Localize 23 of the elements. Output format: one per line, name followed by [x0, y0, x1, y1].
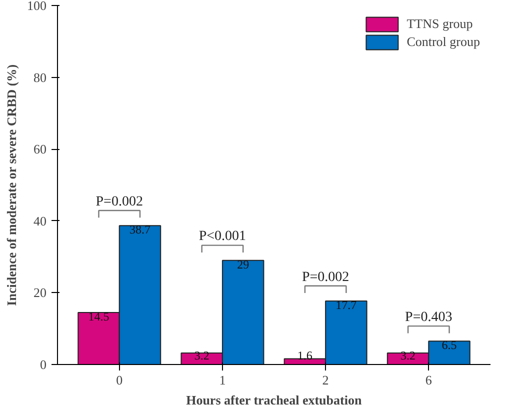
- y-tick-label: 100: [27, 0, 46, 13]
- data-label: 6.5: [442, 338, 457, 352]
- annotation: P<0.001: [198, 229, 246, 244]
- y-tick-label: 0: [40, 357, 46, 372]
- legend-label: TTNS group: [406, 16, 473, 32]
- annotation: P=0.002: [96, 194, 143, 210]
- x-tick-label: 1: [219, 372, 226, 388]
- y-tick-label: 60: [34, 142, 46, 157]
- y-tick-label: 20: [34, 285, 46, 300]
- y-axis-title: Incidence of moderate or severe CRBD (%): [4, 64, 19, 306]
- data-label: 29: [237, 257, 250, 272]
- x-tick-label: 6: [425, 372, 432, 388]
- annotation: P=0.403: [405, 310, 452, 326]
- data-label: 38.7: [129, 222, 150, 237]
- y-tick-label: 40: [34, 213, 46, 228]
- annotation: P=0.002: [302, 270, 350, 285]
- legend-label: Control group: [406, 34, 480, 50]
- x-tick-label: 2: [322, 372, 329, 388]
- data-label: 14.5: [88, 309, 110, 324]
- x-tick-label: 0: [116, 372, 123, 388]
- data-label: 17.7: [336, 298, 357, 312]
- y-tick-label: 80: [34, 70, 46, 85]
- x-axis-title: Hours after tracheal extubation: [186, 392, 362, 408]
